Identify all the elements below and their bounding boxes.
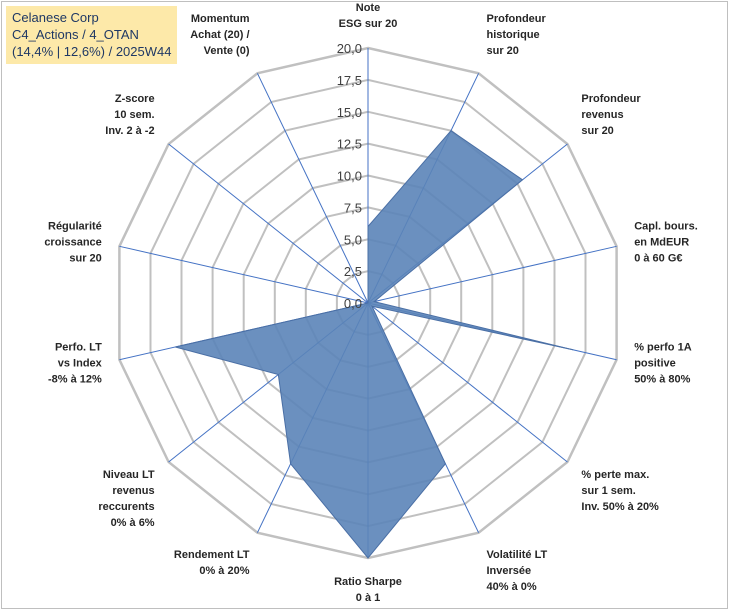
radar-axis-labels: Note ESG sur 20 Profondeur historique sur 20… [44, 2, 697, 604]
axis-label-2: Profondeur revenus sur 20 [581, 93, 641, 137]
axis-label-line: ESG sur 20 [339, 18, 398, 30]
axis-label-12: Z-score 10 sem. Inv. 2 à -2 [105, 93, 154, 137]
axis-label-line: 0 à 60 G€ [634, 252, 682, 264]
axis-label-line: Z-score [115, 93, 155, 105]
tick-label-3: 7,5 [344, 200, 362, 215]
axis-label-line: Inv. 2 à -2 [105, 125, 154, 137]
chart-title-box: Celanese Corp C4_Actions / 4_OTAN (14,4%… [6, 6, 178, 64]
title-line-company: Celanese Corp [12, 10, 99, 25]
axis-label-line: positive [634, 358, 676, 370]
axis-label-line: Régularité [48, 220, 102, 232]
axis-label-line: 0% à 6% [111, 517, 155, 529]
axis-label-9: Niveau LT revenus reccurents 0% à 6% [98, 469, 155, 529]
axis-label-line: Volatilité LT [487, 549, 548, 561]
axis-label-7: Ratio Sharpe 0 à 1 [334, 576, 402, 604]
axis-label-line: Perfo. LT [55, 342, 102, 354]
spoke-12 [168, 143, 369, 304]
axis-label-line: en MdEUR [634, 236, 689, 248]
tick-label-1: 2,5 [344, 264, 362, 279]
axis-label-13: Momentum Achat (20) / Vente (0) [190, 13, 250, 57]
title-line-period: (14,4% | 12,6%) / 2025W44 [12, 44, 172, 59]
axis-label-line: Inversée [487, 565, 532, 577]
axis-label-11: Régularité croissance sur 20 [44, 220, 101, 264]
axis-label-line: sur 20 [69, 252, 101, 264]
radar-series [175, 130, 574, 559]
axis-label-line: Rendement LT [174, 549, 250, 561]
axis-label-line: Achat (20) / [190, 29, 249, 41]
axis-label-line: Niveau LT [103, 469, 155, 481]
axis-label-line: Profondeur [487, 13, 547, 25]
tick-label-7: 17,5 [337, 73, 362, 88]
axis-label-line: 40% à 0% [487, 581, 537, 593]
axis-label-line: reccurents [98, 501, 154, 513]
spoke-5 [367, 302, 568, 463]
axis-label-line: 10 sem. [114, 109, 154, 121]
axis-label-line: Momentum [191, 13, 250, 25]
axis-label-line: 0% à 20% [199, 565, 249, 577]
axis-label-line: -8% à 12% [48, 374, 102, 386]
axis-label-line: Ratio Sharpe [334, 576, 402, 588]
spoke-3 [367, 245, 617, 304]
tick-label-2: 5,0 [344, 232, 362, 247]
axis-label-8: Rendement LT 0% à 20% [174, 549, 250, 577]
axis-label-line: croissance [44, 236, 101, 248]
axis-label-6: Volatilité LT Inversée 40% à 0% [487, 549, 548, 593]
axis-label-line: Capl. bours. [634, 220, 698, 232]
axis-label-line: % perte max. [581, 469, 649, 481]
axis-label-line: sur 1 sem. [581, 485, 635, 497]
axis-label-3: Capl. bours. en MdEUR 0 à 60 G€ [634, 220, 698, 264]
axis-label-line: vs Index [58, 358, 103, 370]
tick-label-0: 0,0 [344, 296, 362, 311]
axis-label-4: % perfo 1A positive 50% à 80% [634, 342, 692, 386]
axis-label-line: Inv. 50% à 20% [581, 501, 659, 513]
title-line-portfolio: C4_Actions / 4_OTAN [12, 27, 139, 42]
axis-label-line: 0 à 1 [356, 592, 380, 604]
series-area [175, 130, 574, 559]
axis-label-line: Vente (0) [204, 45, 250, 57]
axis-label-0: Note ESG sur 20 [339, 2, 398, 30]
radar-tick-labels: 0,0 2,5 5,0 7,5 10,0 12,5 15,0 17,5 20,0 [337, 41, 362, 311]
axis-label-1: Profondeur historique sur 20 [487, 13, 547, 57]
tick-label-5: 12,5 [337, 137, 362, 152]
axis-label-line: revenus [581, 109, 623, 121]
axis-label-line: sur 20 [487, 45, 519, 57]
axis-label-line: 50% à 80% [634, 374, 690, 386]
tick-label-4: 10,0 [337, 169, 362, 184]
spoke-13 [256, 73, 369, 304]
tick-label-6: 15,0 [337, 105, 362, 120]
axis-label-line: Profondeur [581, 93, 641, 105]
axis-label-10: Perfo. LT vs Index -8% à 12% [48, 342, 103, 386]
axis-label-line: historique [487, 29, 540, 41]
axis-label-line: revenus [112, 485, 154, 497]
axis-label-line: % perfo 1A [634, 342, 692, 354]
spoke-11 [119, 245, 369, 304]
axis-label-line: Note [356, 2, 380, 14]
axis-label-line: sur 20 [581, 125, 613, 137]
tick-label-8: 20,0 [337, 41, 362, 56]
axis-label-5: % perte max. sur 1 sem. Inv. 50% à 20% [581, 469, 659, 513]
